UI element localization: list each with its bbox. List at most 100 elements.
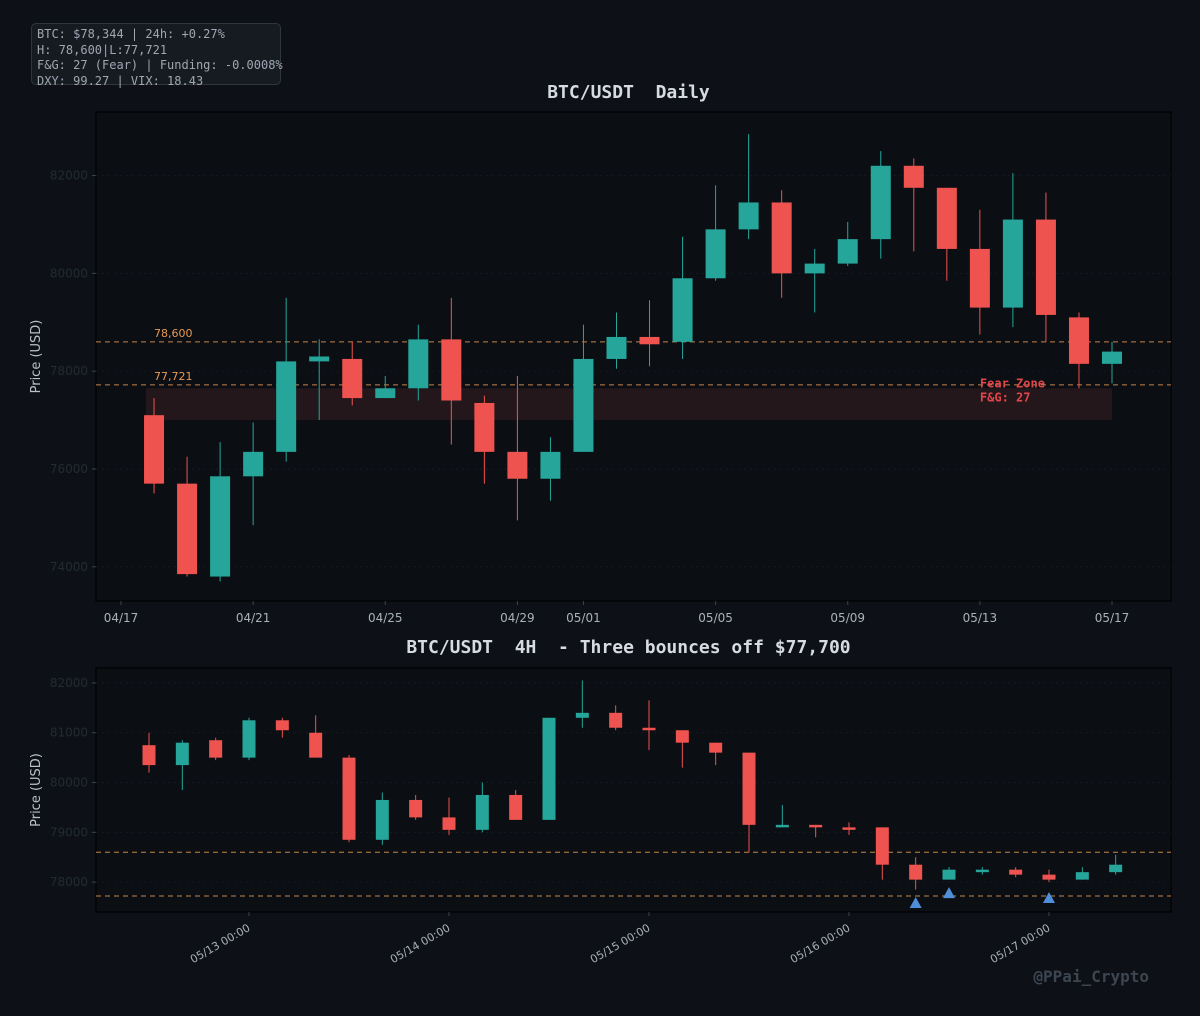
candle xyxy=(969,209,990,335)
candle xyxy=(507,376,528,521)
candle xyxy=(809,824,823,838)
candle xyxy=(342,755,356,843)
candle-body xyxy=(575,712,589,718)
candle xyxy=(575,680,589,728)
candle xyxy=(210,442,231,582)
candle-body xyxy=(942,869,956,880)
candle-body xyxy=(936,187,957,249)
candle xyxy=(1035,192,1056,342)
candle-body xyxy=(507,451,528,479)
candle-body xyxy=(842,827,856,830)
x-tick-label: 05/05 xyxy=(698,611,733,625)
candle-body xyxy=(909,864,923,880)
candle-body xyxy=(1042,874,1056,880)
candle xyxy=(672,236,693,359)
y-tick-label: 80000 xyxy=(50,776,88,790)
candle xyxy=(1002,173,1023,328)
y-tick-label: 82000 xyxy=(50,676,88,690)
candle xyxy=(738,134,759,240)
candle xyxy=(709,742,723,766)
candle-body xyxy=(1075,872,1089,880)
y-tick-label: 82000 xyxy=(50,169,88,183)
x-tick-label: 05/13 xyxy=(963,611,998,625)
y-tick-label: 80000 xyxy=(50,266,88,280)
y-axis-label: Price (USD) xyxy=(29,753,44,827)
x-tick-label: 04/25 xyxy=(368,611,403,625)
plot-area xyxy=(95,667,1172,913)
candle xyxy=(144,398,165,494)
candle xyxy=(675,730,689,768)
candle xyxy=(642,700,656,751)
candle xyxy=(375,376,396,399)
candle xyxy=(1068,312,1089,389)
candle xyxy=(540,437,561,501)
candle xyxy=(804,248,825,313)
candle xyxy=(175,740,189,790)
candle xyxy=(309,715,323,758)
candle xyxy=(875,827,889,880)
candle-body xyxy=(509,794,523,820)
candle xyxy=(242,717,256,761)
x-tick-label: 05/17 00:00 xyxy=(988,921,1052,966)
candle xyxy=(441,297,462,445)
info-line-sentiment: F&G: 27 (Fear) | Funding: -0.0008% xyxy=(37,58,283,72)
candle xyxy=(1009,867,1023,878)
candle-body xyxy=(870,165,891,240)
candle xyxy=(474,395,495,484)
x-tick-label: 04/21 xyxy=(236,611,271,625)
fear-zone-annotation: F&G: 27 xyxy=(980,391,1031,405)
candle-body xyxy=(709,742,723,753)
candle-body xyxy=(809,824,823,828)
candle xyxy=(177,456,198,577)
candle-body xyxy=(1009,869,1023,875)
bounce-marker xyxy=(1043,892,1055,904)
candle xyxy=(870,151,891,259)
candle-body xyxy=(309,356,330,362)
candle xyxy=(1102,341,1122,384)
x-tick-label: 05/14 00:00 xyxy=(388,921,452,966)
candle-body xyxy=(642,727,656,731)
candle xyxy=(243,422,264,526)
candle-body xyxy=(342,757,356,840)
candle-body xyxy=(675,730,689,743)
level-label: 77,721 xyxy=(154,370,193,383)
candle xyxy=(903,158,924,252)
fear-zone-annotation: Fear Zone xyxy=(980,377,1045,391)
candle-body xyxy=(1109,864,1123,873)
candle-body xyxy=(705,229,726,279)
candle xyxy=(775,804,789,828)
candle-body xyxy=(242,720,256,758)
candle-body xyxy=(342,358,363,399)
candle xyxy=(542,717,556,820)
candle-body xyxy=(276,361,297,452)
candle xyxy=(742,752,756,853)
candle-body xyxy=(738,202,759,230)
candle-body xyxy=(142,745,156,766)
candle xyxy=(942,867,956,880)
candle-body xyxy=(606,336,627,359)
candle-body xyxy=(1035,219,1056,315)
candle-body xyxy=(309,732,323,758)
candle-body xyxy=(209,740,223,758)
candle-body xyxy=(903,165,924,188)
candle-body xyxy=(573,358,594,452)
candle-body xyxy=(639,336,660,345)
candle xyxy=(639,300,660,367)
candle-body xyxy=(1068,317,1089,364)
candle-body xyxy=(609,712,623,728)
candle xyxy=(936,187,957,281)
y-tick-label: 81000 xyxy=(50,726,88,740)
bounce-marker xyxy=(943,887,955,899)
x-tick-label: 05/16 00:00 xyxy=(788,921,852,966)
candle-body xyxy=(969,248,990,308)
candle xyxy=(573,324,594,452)
plot-area xyxy=(95,111,1172,602)
candle-body xyxy=(542,717,556,820)
candle xyxy=(909,857,923,890)
bounce-marker xyxy=(909,897,922,909)
candle-body xyxy=(1102,351,1122,364)
candle-body xyxy=(275,720,289,731)
candle xyxy=(409,794,423,820)
info-line-range: H: 78,600|L:77,721 xyxy=(37,42,168,57)
